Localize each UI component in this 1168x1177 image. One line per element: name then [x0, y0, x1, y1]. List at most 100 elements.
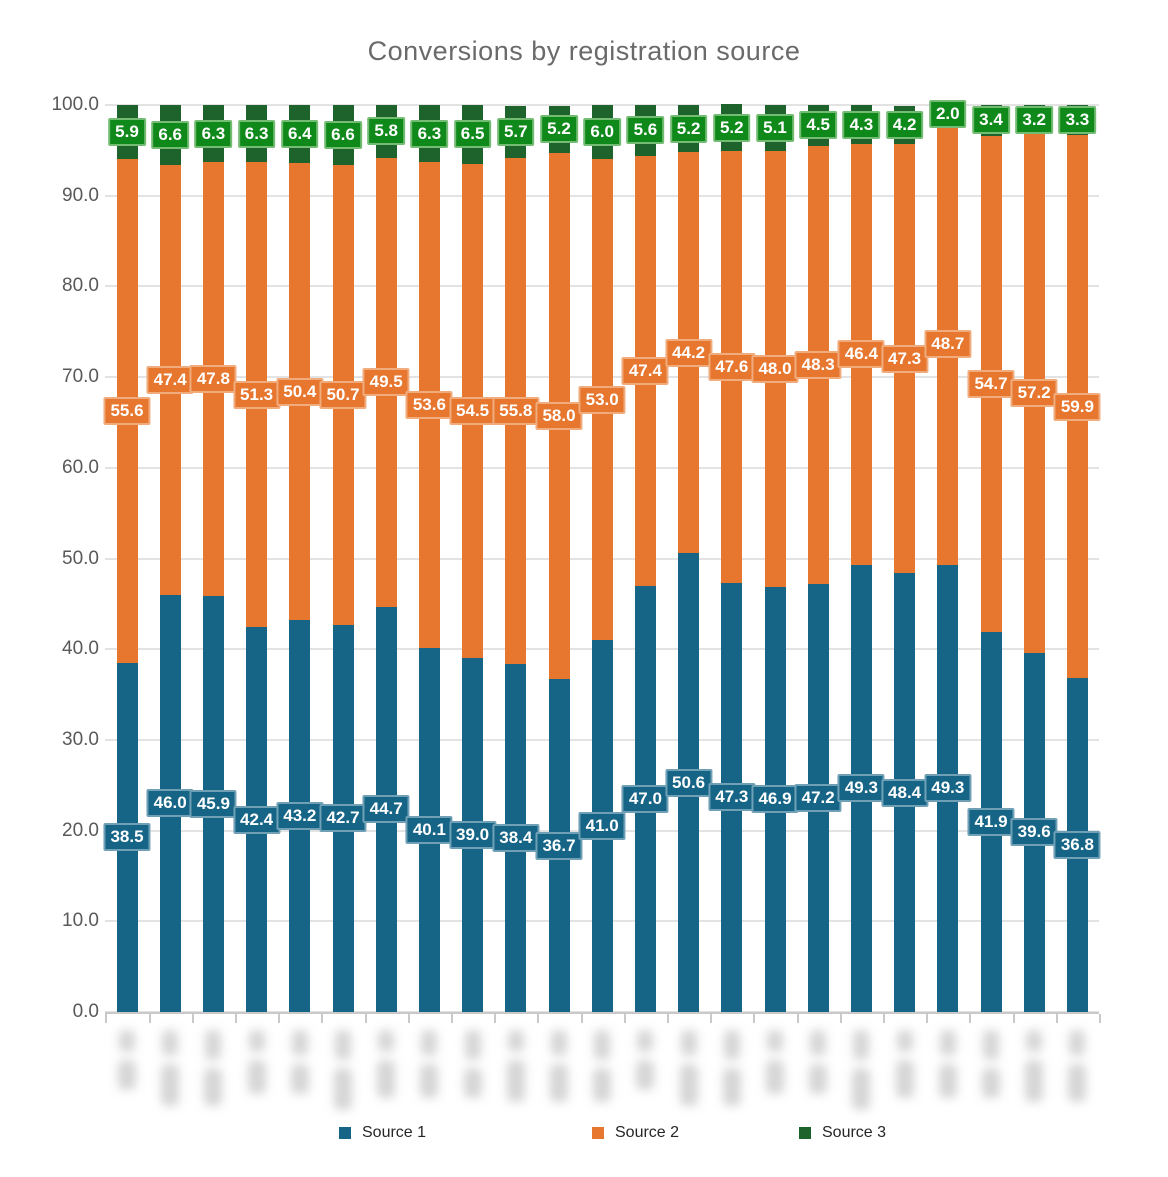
- category-label-blurred: [939, 1030, 956, 1056]
- data-label-source-2: 49.5: [362, 368, 410, 397]
- data-label-source-1: 49.3: [837, 774, 885, 803]
- data-label-source-1: 47.2: [794, 783, 842, 812]
- data-label-source-1: 42.4: [233, 805, 281, 834]
- category-label-blurred: [420, 1064, 439, 1098]
- data-label-source-2: 54.7: [967, 369, 1015, 398]
- data-label-source-3: 3.3: [1058, 105, 1097, 134]
- category-label-blurred: [205, 1030, 222, 1060]
- x-axis-tick: [364, 1014, 367, 1023]
- legend-swatch-icon: [799, 1127, 811, 1139]
- category-label-blurred: [290, 1064, 309, 1094]
- category-label-blurred: [982, 1068, 1000, 1098]
- data-label-source-2: 50.7: [319, 380, 367, 409]
- data-label-source-3: 6.0: [583, 118, 622, 147]
- data-label-source-1: 38.4: [492, 823, 540, 852]
- data-label-source-1: 45.9: [189, 789, 237, 818]
- category-label-blurred: [119, 1030, 135, 1052]
- data-label-source-2: 50.4: [276, 377, 324, 406]
- data-label-source-3: 6.6: [324, 120, 362, 149]
- x-axis-tick: [753, 1014, 756, 1023]
- data-label-source-1: 43.2: [276, 802, 324, 831]
- data-label-source-3: 4.5: [799, 111, 838, 140]
- legend-item-source-1[interactable]: Source 1: [339, 1124, 426, 1142]
- y-axis-tick-label: 30.0: [62, 728, 99, 750]
- legend: Source 1 Source 2 Source 3: [0, 1124, 1168, 1154]
- data-label-source-3: 2.0: [928, 100, 967, 129]
- category-label-blurred: [594, 1030, 611, 1060]
- legend-item-source-2[interactable]: Source 2: [592, 1124, 679, 1142]
- data-label-source-2: 54.5: [449, 397, 497, 426]
- data-label-source-2: 47.8: [189, 364, 237, 393]
- y-axis-tick-label: 0.0: [72, 1001, 99, 1022]
- data-label-source-1: 49.3: [924, 774, 972, 803]
- category-label-blurred: [896, 1030, 913, 1052]
- category-label-blurred: [463, 1068, 482, 1098]
- category-label-blurred: [679, 1064, 698, 1106]
- data-label-source-2: 47.4: [146, 365, 194, 394]
- data-label-source-2: 55.6: [103, 396, 151, 425]
- category-label-blurred: [377, 1060, 396, 1098]
- category-label-blurred: [464, 1030, 481, 1060]
- data-label-source-1: 41.9: [967, 807, 1015, 836]
- category-label-blurred: [334, 1068, 352, 1110]
- legend-swatch-icon: [592, 1127, 604, 1139]
- data-label-source-3: 5.2: [540, 115, 578, 144]
- category-label-blurred: [722, 1068, 741, 1106]
- data-label-source-1: 46.0: [146, 789, 194, 818]
- category-label-blurred: [161, 1064, 180, 1106]
- data-label-source-2: 59.9: [1053, 392, 1101, 421]
- x-axis-tick: [796, 1014, 799, 1023]
- category-label-blurred: [1026, 1030, 1043, 1052]
- category-label-blurred: [247, 1060, 266, 1094]
- data-label-source-1: 40.1: [405, 816, 453, 845]
- legend-swatch-icon: [339, 1127, 351, 1139]
- data-label-source-3: 4.2: [885, 110, 924, 139]
- data-label-source-3: 5.8: [367, 117, 406, 146]
- x-axis-tick: [537, 1014, 540, 1023]
- x-axis-tick: [105, 1014, 108, 1023]
- category-label-blurred: [593, 1068, 612, 1102]
- legend-label: Source 1: [362, 1124, 427, 1141]
- category-label-blurred: [551, 1030, 567, 1056]
- data-label-source-3: 5.9: [108, 117, 146, 146]
- data-label-source-2: 47.3: [881, 344, 929, 373]
- x-axis-tick: [148, 1014, 151, 1023]
- data-label-source-2: 48.3: [794, 350, 842, 379]
- category-label-blurred: [1068, 1064, 1087, 1102]
- category-label-blurred: [1069, 1030, 1086, 1056]
- x-axis-tick: [667, 1014, 669, 1023]
- category-label-blurred: [767, 1030, 783, 1052]
- category-label-blurred: [1025, 1060, 1044, 1102]
- data-label-source-3: 5.6: [626, 116, 665, 145]
- legend-label: Source 3: [822, 1124, 887, 1141]
- y-axis-tick-label: 20.0: [62, 819, 99, 841]
- chart-title: Conversions by registration source: [367, 36, 801, 66]
- category-label-blurred: [291, 1030, 308, 1056]
- data-label-source-1: 47.0: [621, 784, 669, 813]
- category-label-blurred: [550, 1064, 568, 1102]
- data-label-source-1: 41.0: [578, 812, 626, 841]
- x-axis-tick: [580, 1014, 583, 1023]
- x-axis-tick: [1099, 1014, 1101, 1023]
- y-axis-tick-label: 10.0: [62, 910, 99, 932]
- category-label-blurred: [983, 1030, 999, 1060]
- category-label-blurred: [506, 1060, 525, 1102]
- data-label-source-3: 3.2: [1015, 105, 1054, 134]
- data-label-source-3: 6.6: [151, 120, 190, 149]
- x-axis-tick: [235, 1014, 237, 1023]
- data-label-source-2: 57.2: [1010, 379, 1058, 408]
- legend-label: Source 2: [615, 1124, 680, 1141]
- data-label-source-1: 39.0: [449, 821, 497, 850]
- x-axis-tick: [494, 1014, 497, 1023]
- category-label-blurred: [421, 1030, 438, 1056]
- x-axis-tick: [1012, 1014, 1015, 1023]
- data-label-source-3: 5.1: [756, 114, 794, 143]
- data-label-source-2: 47.4: [621, 356, 669, 385]
- data-label-source-2: 51.3: [233, 380, 281, 409]
- x-axis-tick: [883, 1014, 885, 1023]
- data-label-source-3: 6.3: [237, 119, 276, 148]
- x-axis-tick: [1055, 1014, 1058, 1023]
- data-label-source-1: 44.7: [362, 795, 410, 824]
- category-label-blurred: [162, 1030, 179, 1056]
- legend-item-source-3[interactable]: Source 3: [799, 1124, 886, 1142]
